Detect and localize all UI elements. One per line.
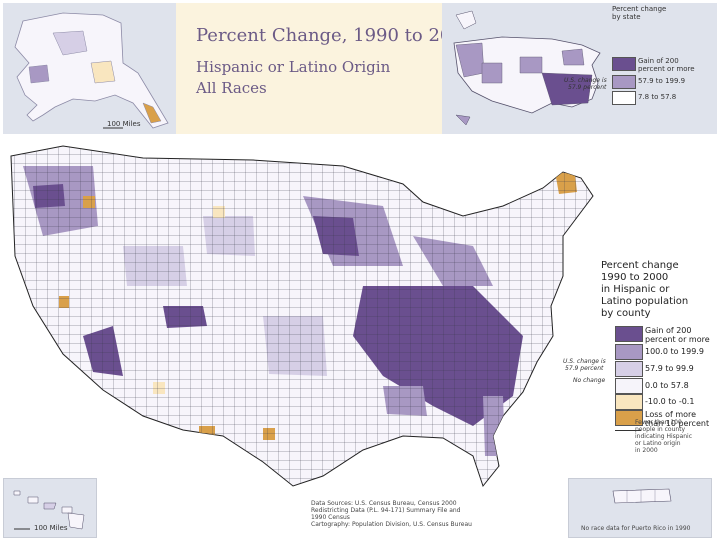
state-legend-swatch-7-57: [612, 91, 636, 105]
puerto-rico-map: [612, 488, 672, 504]
map-subtitle: Hispanic or Latino Origin: [196, 58, 391, 76]
fewer-note: people in county: [635, 426, 686, 433]
puerto-rico-inset-map: No race data for Puerto Rico in 1990: [568, 478, 712, 538]
county-legend-label: Loss of more: [645, 410, 697, 419]
hawaii-scale-label: 100 Miles: [34, 524, 68, 532]
county-legend-label: than 10 percent: [645, 419, 710, 428]
county-legend-swatch: [615, 326, 643, 342]
county-legend-label: -10.0 to -0.1: [645, 397, 695, 406]
county-legend-swatch: [615, 410, 643, 426]
fewer-note: indicating Hispanic: [635, 433, 693, 440]
map-subtitle-races: All Races: [196, 79, 267, 97]
fewer-note: in 2000: [635, 447, 658, 454]
fewer-note: or Latino origin: [635, 440, 681, 447]
county-legend-title: in Hispanic or: [601, 284, 670, 295]
state-legend-label: 7.8 to 57.8: [638, 93, 677, 101]
state-legend-label: percent or more: [638, 65, 695, 73]
county-legend-title: Percent change: [601, 260, 679, 271]
state-legend-swatch-57-199: [612, 75, 636, 89]
county-legend-label: percent or more: [645, 335, 710, 344]
county-us-change-value: 57.9 percent: [565, 365, 604, 372]
county-legend-label: 57.9 to 99.9: [645, 364, 694, 373]
source-line: 1990 Census: [311, 514, 350, 521]
alaska-inset-map: 100 Miles: [3, 3, 176, 134]
map-title: Percent Change, 1990 to 2000: [196, 25, 442, 46]
state-legend-title: Percent change: [612, 5, 667, 13]
state-legend-label: 57.9 to 199.9: [638, 77, 686, 85]
source-line: Cartography: Population Division, U.S. C…: [311, 521, 472, 528]
alaska-map: [14, 12, 169, 129]
state-legend-swatch-200plus: [612, 57, 636, 71]
puerto-rico-note: No race data for Puerto Rico in 1990: [581, 525, 691, 532]
county-legend-label: 0.0 to 57.8: [645, 381, 689, 390]
fewer-than-100-marker: [615, 430, 641, 431]
state-legend-label: Gain of 200: [638, 57, 679, 65]
state-us-change-label: U.S. change is: [564, 77, 607, 84]
alaska-scale-label: 100 Miles: [107, 120, 141, 128]
state-legend-subtitle: by state: [612, 13, 641, 21]
county-map: [10, 145, 594, 488]
state-inset-map: Percent change by state Gain of 200 perc…: [442, 3, 717, 134]
county-legend-swatch: [615, 344, 643, 360]
fewer-note: Fewer than 100: [635, 419, 682, 426]
state-us-change-value: 57.9 percent: [568, 84, 607, 91]
county-legend-label: 100.0 to 199.9: [645, 347, 704, 356]
source-line: Redistricting Data (P.L. 94-171) Summary…: [311, 507, 461, 514]
county-no-change-label: No change: [573, 377, 606, 384]
county-legend-swatch: [615, 394, 643, 410]
hawaii-inset-map: 100 Miles: [3, 478, 97, 538]
title-panel: Percent Change, 1990 to 2000 Hispanic or…: [176, 3, 442, 134]
county-legend-swatch: [615, 378, 643, 394]
county-legend-title: Latino population: [601, 296, 689, 307]
source-line: Data Sources: U.S. Census Bureau, Census…: [311, 500, 457, 507]
county-us-change-label: U.S. change is: [563, 358, 606, 365]
state-map: [453, 10, 601, 126]
county-legend-title: by county: [601, 308, 651, 319]
county-legend-label: Gain of 200: [645, 326, 692, 335]
hawaii-map: [13, 490, 85, 530]
county-map-panel: Percent change 1990 to 2000 in Hispanic …: [3, 136, 717, 538]
county-legend-swatch: [615, 361, 643, 377]
county-legend-title: 1990 to 2000: [601, 272, 669, 283]
